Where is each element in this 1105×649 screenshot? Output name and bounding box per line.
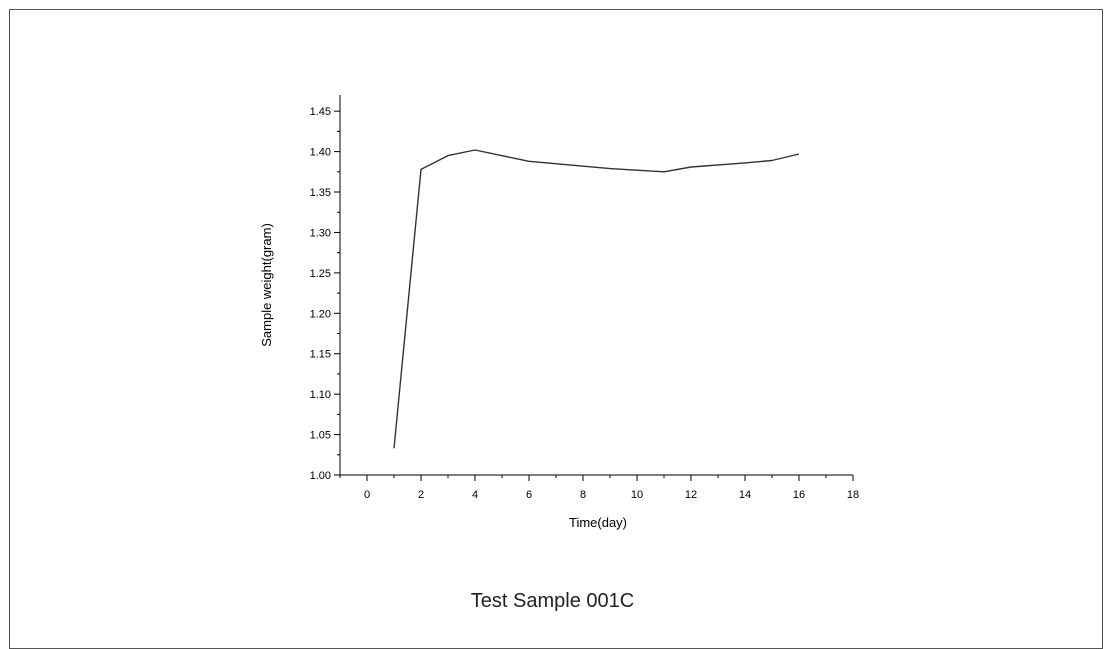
y-tick-label: 1.25 — [310, 268, 331, 280]
x-axis-title: Time(day) — [569, 515, 627, 530]
y-tick-label: 1.35 — [310, 187, 331, 199]
chart-axes — [339, 95, 853, 476]
x-tick-label: 8 — [580, 489, 586, 501]
x-tick-label: 0 — [364, 489, 370, 501]
y-tick-label: 1.45 — [310, 106, 331, 118]
line-chart: 0 2 4 6 8 10 12 14 16 18 1.00 1.05 1.10 1.15 1.20 1.25 1… — [259, 95, 860, 530]
y-tick-label: 1.00 — [310, 470, 331, 482]
chart-ticks: 0 2 4 6 8 10 12 14 16 18 1.00 1.05 1.10 1.15 1.20 1.25 1… — [310, 106, 860, 501]
y-tick-label: 1.40 — [310, 147, 331, 159]
y-axis-title: Sample weight(gram) — [259, 223, 274, 347]
y-tick-label: 1.10 — [310, 389, 331, 401]
x-tick-label: 4 — [472, 489, 478, 501]
y-tick-label: 1.05 — [310, 430, 331, 442]
y-tick-label: 1.20 — [310, 308, 331, 320]
y-tick-label: 1.30 — [310, 227, 331, 239]
x-tick-label: 12 — [685, 489, 697, 501]
chart-series — [393, 149, 800, 449]
x-tick-label: 10 — [631, 489, 643, 501]
x-tick-label: 2 — [418, 489, 424, 501]
series-line — [393, 149, 800, 449]
x-tick-label: 18 — [847, 489, 859, 501]
y-tick-label: 1.15 — [310, 349, 331, 361]
x-tick-label: 16 — [793, 489, 805, 501]
chart-caption: Test Sample 001C — [470, 590, 635, 612]
x-tick-label: 6 — [526, 489, 532, 501]
x-tick-label: 14 — [739, 489, 751, 501]
